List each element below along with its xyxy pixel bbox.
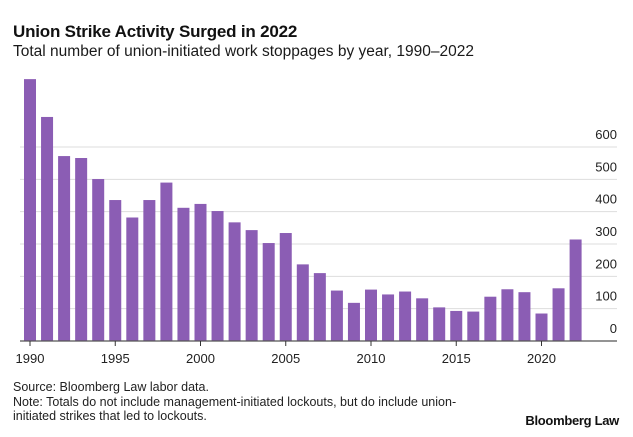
bar-2013 bbox=[416, 298, 429, 341]
bar-2002 bbox=[228, 222, 241, 341]
bar-1997 bbox=[143, 200, 156, 341]
bar-2018 bbox=[501, 289, 514, 341]
bar-2020 bbox=[535, 313, 548, 341]
bar-1990 bbox=[24, 79, 36, 341]
bars bbox=[24, 79, 582, 342]
x-axis: 1990 1995 2000 2005 2010 2015 2020 bbox=[16, 340, 617, 366]
y-tick-label: 400 bbox=[595, 192, 617, 207]
bar-1991 bbox=[41, 116, 54, 342]
bar-1999 bbox=[177, 207, 190, 341]
y-tick-label: 0 bbox=[610, 321, 617, 336]
bar-2001 bbox=[211, 211, 224, 341]
bar-1996 bbox=[126, 217, 139, 341]
bar-2005 bbox=[279, 233, 292, 341]
bar-2006 bbox=[296, 264, 309, 341]
x-tick-label: 1990 bbox=[16, 351, 45, 366]
bar-1998 bbox=[160, 182, 173, 341]
bar-2009 bbox=[347, 302, 360, 341]
y-tick-label: 600 bbox=[595, 127, 617, 142]
y-tick-label: 500 bbox=[595, 159, 617, 174]
chart-subtitle: Total number of union-initiated work sto… bbox=[13, 43, 474, 60]
bar-2021 bbox=[552, 288, 565, 341]
y-tick-label: 200 bbox=[595, 256, 617, 271]
x-tick-label: 1995 bbox=[101, 351, 130, 366]
bar-chart: 0 100 200 300 400 500 600 1990 1995 2000 2005 2010… bbox=[16, 79, 617, 366]
y-axis: 0 100 200 300 400 500 600 bbox=[595, 127, 617, 336]
x-tick-label: 2020 bbox=[527, 351, 556, 366]
bar-2015 bbox=[450, 310, 463, 341]
bar-2016 bbox=[467, 311, 480, 341]
x-tick-label: 2010 bbox=[357, 351, 386, 366]
bar-2012 bbox=[399, 291, 412, 341]
footer-notes: Source: Bloomberg Law labor data. Note: … bbox=[13, 380, 456, 424]
note-line-1: Note: Totals do not include management-i… bbox=[13, 394, 457, 409]
bar-1993 bbox=[75, 158, 88, 341]
bar-1992 bbox=[58, 156, 71, 341]
bar-2017 bbox=[484, 296, 497, 341]
x-tick-label: 2015 bbox=[442, 351, 471, 366]
bar-2004 bbox=[262, 243, 275, 341]
bar-1995 bbox=[109, 200, 122, 341]
bar-2010 bbox=[365, 289, 377, 341]
bar-2000 bbox=[194, 203, 207, 341]
bar-2008 bbox=[330, 290, 343, 341]
note-line-2: initiated strikes that led to lockouts. bbox=[13, 409, 207, 423]
x-tick-label: 2000 bbox=[186, 351, 215, 366]
bar-2007 bbox=[313, 273, 326, 341]
bar-2014 bbox=[433, 307, 446, 341]
bar-2011 bbox=[382, 294, 395, 341]
source-note: Source: Bloomberg Law labor data. bbox=[13, 380, 209, 394]
bar-2022 bbox=[569, 239, 582, 341]
y-tick-label: 100 bbox=[595, 289, 617, 304]
bar-2019 bbox=[518, 292, 531, 341]
x-tick-label: 2005 bbox=[271, 351, 300, 366]
y-tick-label: 300 bbox=[595, 224, 617, 239]
bar-2003 bbox=[245, 230, 258, 341]
bloomberg-law-logo: Bloomberg Law bbox=[525, 413, 619, 428]
chart-title: Union Strike Activity Surged in 2022 bbox=[13, 22, 298, 41]
bar-1994 bbox=[92, 179, 105, 341]
